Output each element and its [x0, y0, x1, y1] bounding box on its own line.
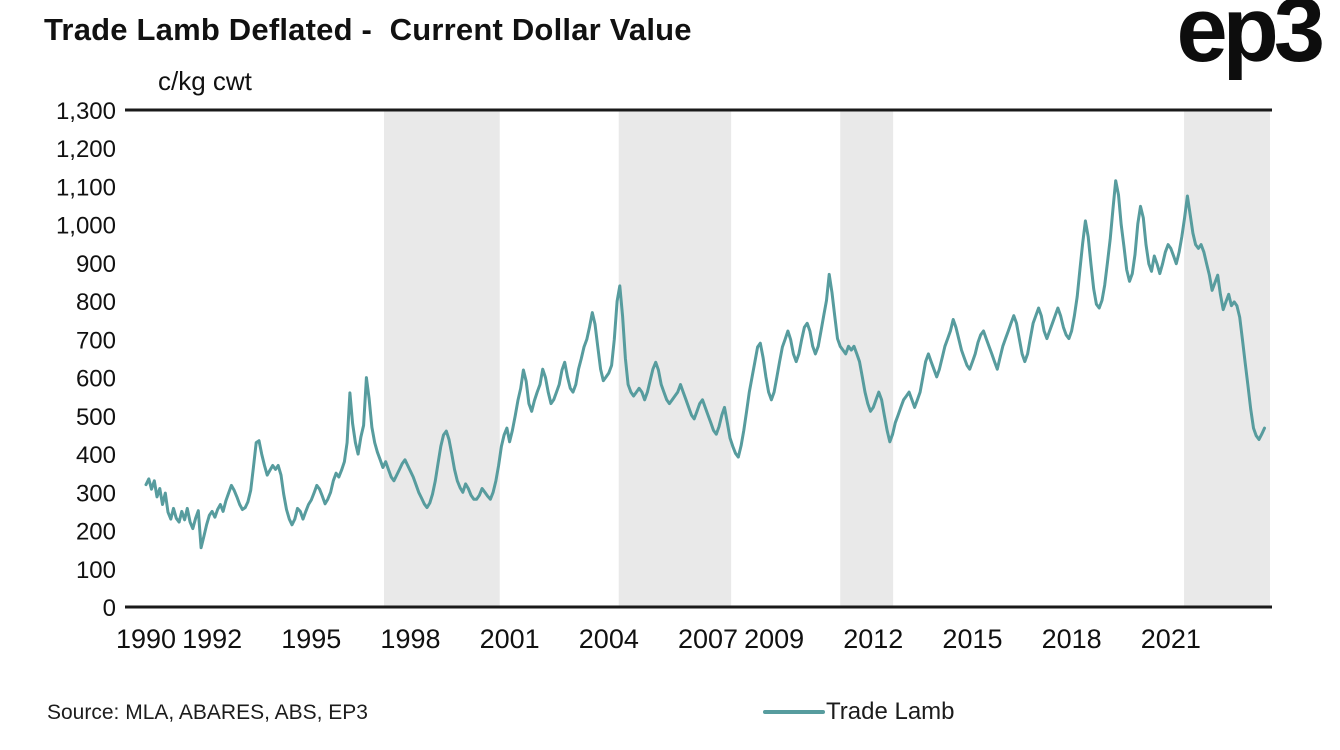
shaded-band [1184, 110, 1270, 607]
y-tick-label: 0 [103, 595, 116, 622]
y-tick-label: 700 [76, 327, 116, 354]
y-tick-label: 800 [76, 289, 116, 316]
x-tick-label: 1990 [116, 624, 176, 654]
ep3-logo: ep3 [1176, 0, 1325, 81]
legend-line-swatch [763, 710, 825, 714]
y-tick-label: 200 [76, 519, 116, 546]
x-tick-label: 2018 [1042, 624, 1102, 654]
x-tick-label: 2021 [1141, 624, 1201, 654]
chart-title: Trade Lamb Deflated - Current Dollar Val… [44, 12, 692, 47]
x-tick-label: 1995 [281, 624, 341, 654]
y-tick-label: 1,100 [56, 174, 116, 201]
x-tick-label: 2004 [579, 624, 639, 654]
x-tick-label: 2001 [480, 624, 540, 654]
x-tick-label: 2012 [843, 624, 903, 654]
legend-label: Trade Lamb [826, 698, 955, 725]
x-tick-label: 2009 [744, 624, 804, 654]
y-tick-label: 600 [76, 366, 116, 393]
source-note: Source: MLA, ABARES, ABS, EP3 [47, 701, 368, 724]
y-tick-label: 1,200 [56, 136, 116, 163]
y-tick-label: 1,000 [56, 213, 116, 240]
y-tick-label: 500 [76, 404, 116, 431]
x-tick-label: 2015 [942, 624, 1002, 654]
shaded-band [840, 110, 894, 607]
shaded-band [384, 110, 500, 607]
y-tick-label: 1,300 [56, 98, 116, 125]
trade-lamb-line [144, 179, 1266, 550]
legend: Trade Lamb [763, 698, 955, 726]
line-chart-plot: 0 100 200 300 400 500 600 700 800 900 1,000 1,100 1,… [56, 98, 1272, 654]
y-tick-label: 400 [76, 442, 116, 469]
x-tick-label: 1998 [380, 624, 440, 654]
y-tick-label: 300 [76, 480, 116, 507]
shaded-band [618, 110, 732, 607]
y-tick-label: 900 [76, 251, 116, 278]
y-tick-label: 100 [76, 557, 116, 584]
x-tick-label: 2007 [678, 624, 738, 654]
x-tick-label: 1992 [182, 624, 242, 654]
y-axis-unit-label: c/kg cwt [158, 66, 252, 96]
